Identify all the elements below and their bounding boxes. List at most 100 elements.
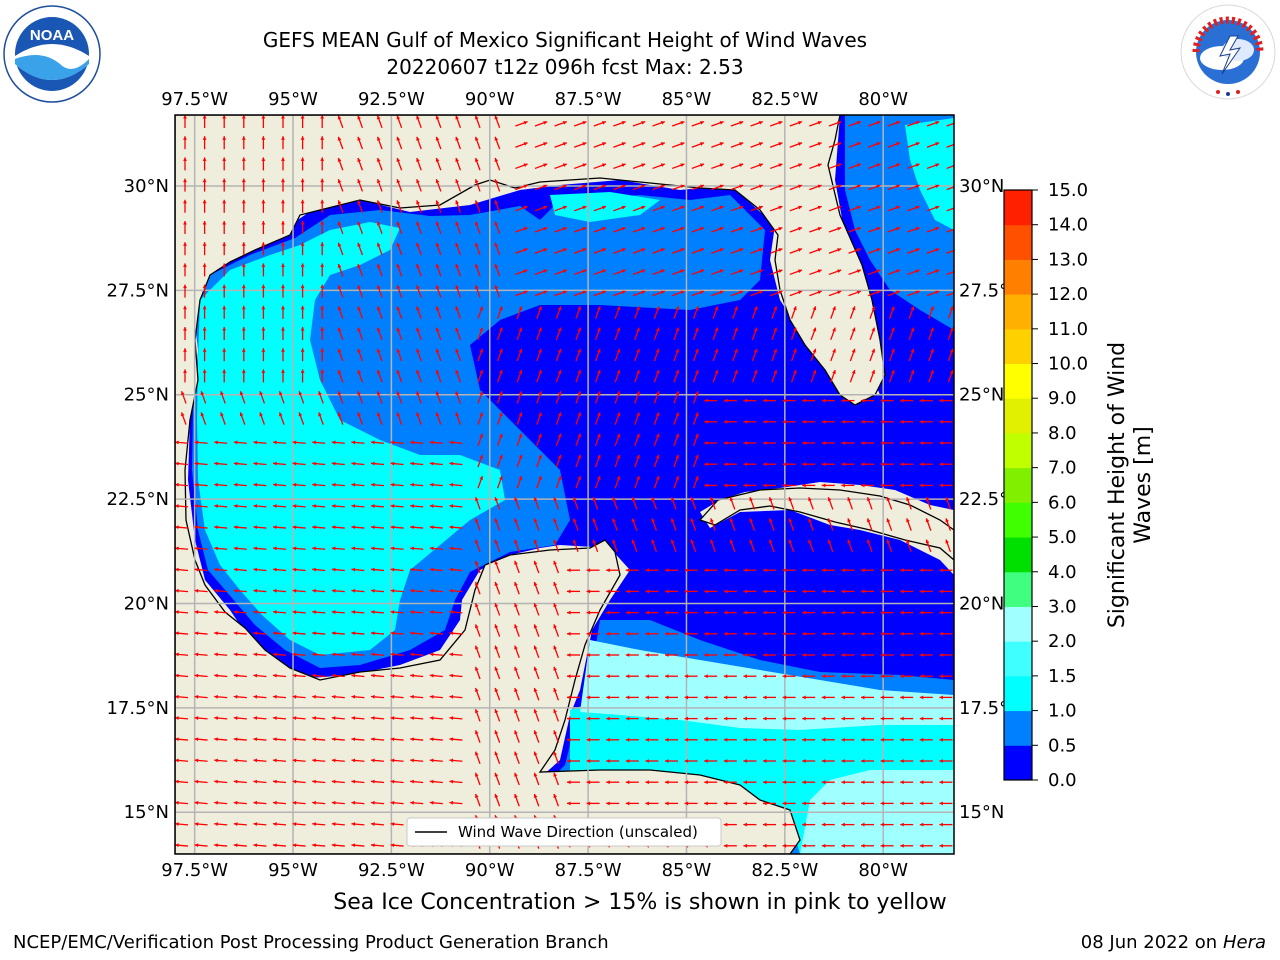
wave-arrowhead — [214, 758, 218, 763]
wave-arrowhead — [880, 843, 885, 848]
wave-arrowhead — [621, 163, 626, 167]
wave-arrowhead — [739, 163, 744, 167]
wave-arrowhead — [371, 694, 375, 699]
wave-arrowhead — [758, 184, 763, 189]
wave-arrowhead — [371, 610, 375, 614]
wave-arrowhead — [371, 588, 375, 593]
wave-arrowhead — [376, 264, 381, 268]
wave-arrowhead — [494, 709, 499, 714]
wave-arrowhead — [410, 504, 414, 508]
wave-arrowhead — [533, 603, 538, 608]
wave-arrowhead — [778, 142, 783, 146]
wave-arrowhead — [602, 120, 606, 125]
wave-arrowhead — [410, 779, 414, 784]
wave-arrowhead — [194, 800, 199, 805]
wave-arrowhead — [935, 205, 940, 210]
wave-arrowhead — [655, 433, 660, 438]
wave-arrow — [946, 143, 954, 148]
wave-arrowhead — [474, 772, 479, 777]
wave-arrowhead — [880, 568, 885, 573]
wave-arrowhead — [915, 120, 920, 125]
x-tick-label: 87.5°W — [555, 860, 622, 881]
wave-arrowhead — [616, 476, 621, 480]
wave-arrowhead — [543, 290, 548, 295]
wave-arrowhead — [763, 843, 767, 848]
wave-arrowhead — [320, 348, 325, 352]
wave-arrowhead — [538, 348, 542, 353]
wave-arrowhead — [194, 843, 199, 848]
wave-arrowhead — [312, 673, 316, 678]
wave-arrowhead — [939, 759, 943, 763]
wave-arrowhead — [312, 822, 316, 826]
wave-arrowhead — [494, 497, 499, 502]
wave-arrowhead — [841, 653, 845, 657]
wave-arrowhead — [665, 801, 669, 806]
wave-arrowhead — [538, 412, 542, 417]
wave-arrowhead — [553, 772, 557, 777]
wave-arrowhead — [861, 653, 865, 657]
wave-arrowhead — [866, 518, 871, 523]
wave-arrowhead — [876, 248, 881, 252]
wave-arrowhead — [202, 348, 207, 352]
wave-arrowhead — [665, 631, 669, 636]
wave-arrowhead — [821, 419, 826, 424]
wave-arrowhead — [939, 695, 943, 700]
wave-arrowhead — [175, 588, 179, 593]
wave-arrowhead — [553, 751, 557, 756]
wave-arrowhead — [214, 737, 218, 742]
wave-arrowhead — [817, 120, 822, 125]
wave-arrowhead — [743, 801, 747, 806]
wave-arrowhead — [241, 327, 246, 331]
wave-arrowhead — [253, 800, 258, 805]
wave-arrowhead — [331, 588, 336, 593]
wave-arrowhead — [919, 674, 924, 679]
wave-arrowhead — [455, 179, 459, 184]
wave-arrowhead — [586, 610, 591, 615]
wave-arrowhead — [494, 582, 499, 586]
wave-arrowhead — [861, 398, 865, 403]
chart-legend: Wind Wave Direction (unscaled) — [406, 817, 722, 847]
wave-arrowhead — [337, 136, 342, 141]
wave-arrowhead — [856, 248, 861, 252]
wave-arrowhead — [357, 115, 361, 120]
wave-arrowhead — [396, 200, 401, 205]
wave-arrowhead — [763, 462, 767, 467]
wave-arrowhead — [253, 482, 258, 487]
wave-arrowhead — [837, 248, 842, 252]
wave-arrowhead — [651, 518, 655, 523]
wave-arrowhead — [793, 327, 797, 332]
wave-arrowhead — [300, 199, 305, 204]
wave-arrowhead — [435, 264, 440, 268]
wave-arrowhead — [371, 504, 375, 508]
wave-arrowhead — [553, 497, 557, 502]
wave-arrowhead — [636, 370, 640, 374]
wave-arrowhead — [538, 327, 542, 332]
wave-arrowhead — [175, 652, 179, 657]
wave-arrowhead — [939, 398, 943, 403]
wave-arrowhead — [183, 178, 187, 183]
wave-arrowhead — [778, 163, 783, 167]
wave-arrowhead — [670, 518, 675, 523]
wave-arrowhead — [292, 716, 297, 720]
wave-arrowhead — [919, 441, 924, 445]
x-tick-label: 97.5°W — [161, 860, 228, 881]
wave-arrowhead — [449, 440, 454, 445]
x-tick-label: 80°W — [858, 860, 908, 881]
wave-arrowhead — [645, 780, 649, 785]
wave-arrowhead — [655, 327, 660, 332]
wave-arrowhead — [821, 780, 826, 785]
colorbar-swatch — [1004, 502, 1032, 538]
wave-arrowhead — [925, 497, 930, 502]
wave-arrowhead — [655, 476, 660, 480]
wave-arrowhead — [435, 200, 440, 205]
wave-arrowhead — [743, 695, 747, 700]
wave-arrowhead — [214, 525, 218, 530]
wave-arrowhead — [261, 136, 266, 140]
wave-arrowhead — [861, 568, 865, 573]
wave-arrowhead — [821, 462, 826, 467]
wave-arrowhead — [214, 694, 218, 699]
wave-arrowhead — [919, 716, 924, 721]
wave-arrowhead — [798, 205, 802, 210]
wave-arrowhead — [743, 462, 747, 467]
wave-arrowhead — [812, 348, 817, 353]
